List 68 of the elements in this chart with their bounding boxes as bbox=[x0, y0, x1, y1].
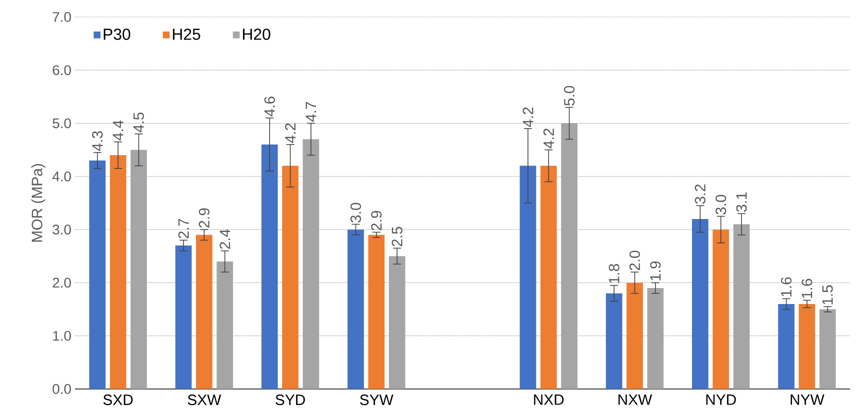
bar bbox=[196, 234, 212, 389]
bar bbox=[626, 282, 643, 389]
x-tick-label: NXD bbox=[534, 394, 564, 405]
data-label: 2.9 bbox=[371, 210, 382, 230]
data-label: 4.5 bbox=[134, 112, 144, 132]
data-label: 2.5 bbox=[392, 226, 402, 246]
y-tick-label: 4.0 bbox=[52, 171, 71, 182]
data-label: 4.7 bbox=[306, 102, 316, 122]
bar bbox=[130, 150, 147, 389]
data-label: 3.0 bbox=[350, 202, 362, 222]
bar bbox=[733, 224, 750, 389]
y-tick-label: 5.0 bbox=[52, 118, 71, 128]
data-label: 1.6 bbox=[802, 278, 812, 298]
bar bbox=[692, 218, 708, 389]
bar bbox=[712, 230, 730, 389]
bar bbox=[540, 166, 557, 389]
x-tick-label: SXW bbox=[188, 394, 222, 406]
bar bbox=[819, 309, 836, 389]
bar bbox=[520, 166, 536, 389]
data-label: 4.2 bbox=[285, 123, 296, 143]
data-label: 2.0 bbox=[629, 250, 640, 270]
data-label: 3.2 bbox=[694, 184, 706, 204]
legend-label: P30 bbox=[104, 28, 130, 40]
y-axis-title: MOR (MPa) bbox=[31, 164, 46, 242]
y-tick-label: 0.0 bbox=[52, 384, 71, 394]
bar bbox=[302, 139, 320, 389]
y-tick-label: 3.0 bbox=[52, 224, 71, 235]
x-tick-label: NXW bbox=[618, 394, 652, 405]
bar bbox=[368, 234, 385, 389]
bar bbox=[89, 160, 106, 389]
y-tick-label: 2.0 bbox=[52, 278, 71, 288]
bar bbox=[175, 246, 192, 389]
bar bbox=[110, 155, 126, 389]
x-tick-label: SYD bbox=[276, 394, 305, 406]
bar bbox=[778, 304, 794, 389]
bar bbox=[561, 123, 578, 389]
data-label: 1.8 bbox=[608, 264, 620, 284]
x-tick-label: SXD bbox=[103, 394, 133, 406]
data-label: 3.0 bbox=[716, 194, 726, 215]
data-label: 4.2 bbox=[522, 107, 534, 128]
x-tick-label: SYW bbox=[360, 394, 394, 406]
data-label: 2.4 bbox=[220, 229, 230, 249]
data-label: 4.2 bbox=[543, 128, 554, 148]
x-tick-label: NYD bbox=[706, 394, 736, 405]
legend-label: H25 bbox=[172, 28, 200, 40]
data-label: 1.6 bbox=[780, 277, 792, 296]
data-label: 5.0 bbox=[564, 86, 575, 106]
bar bbox=[647, 288, 664, 389]
data-label: 1.5 bbox=[822, 285, 833, 304]
bar bbox=[606, 293, 622, 389]
data-label: 4.6 bbox=[264, 96, 275, 116]
data-label: 4.3 bbox=[92, 131, 103, 151]
legend-label: H20 bbox=[242, 28, 270, 40]
data-label: 2.9 bbox=[198, 208, 210, 228]
y-tick-label: 7.0 bbox=[52, 12, 71, 22]
y-tick-label: 1.0 bbox=[53, 330, 71, 341]
bar bbox=[798, 304, 816, 389]
bar bbox=[388, 256, 406, 389]
x-tick-label: NYW bbox=[790, 394, 824, 405]
data-label: 2.7 bbox=[178, 218, 189, 238]
bar bbox=[216, 261, 234, 389]
y-tick-label: 6.0 bbox=[52, 65, 71, 76]
bar bbox=[261, 144, 278, 389]
data-label: 1.9 bbox=[650, 261, 661, 280]
data-label: 4.4 bbox=[112, 120, 124, 140]
bar bbox=[348, 230, 364, 389]
data-label: 3.1 bbox=[736, 192, 747, 212]
bar bbox=[282, 166, 298, 389]
